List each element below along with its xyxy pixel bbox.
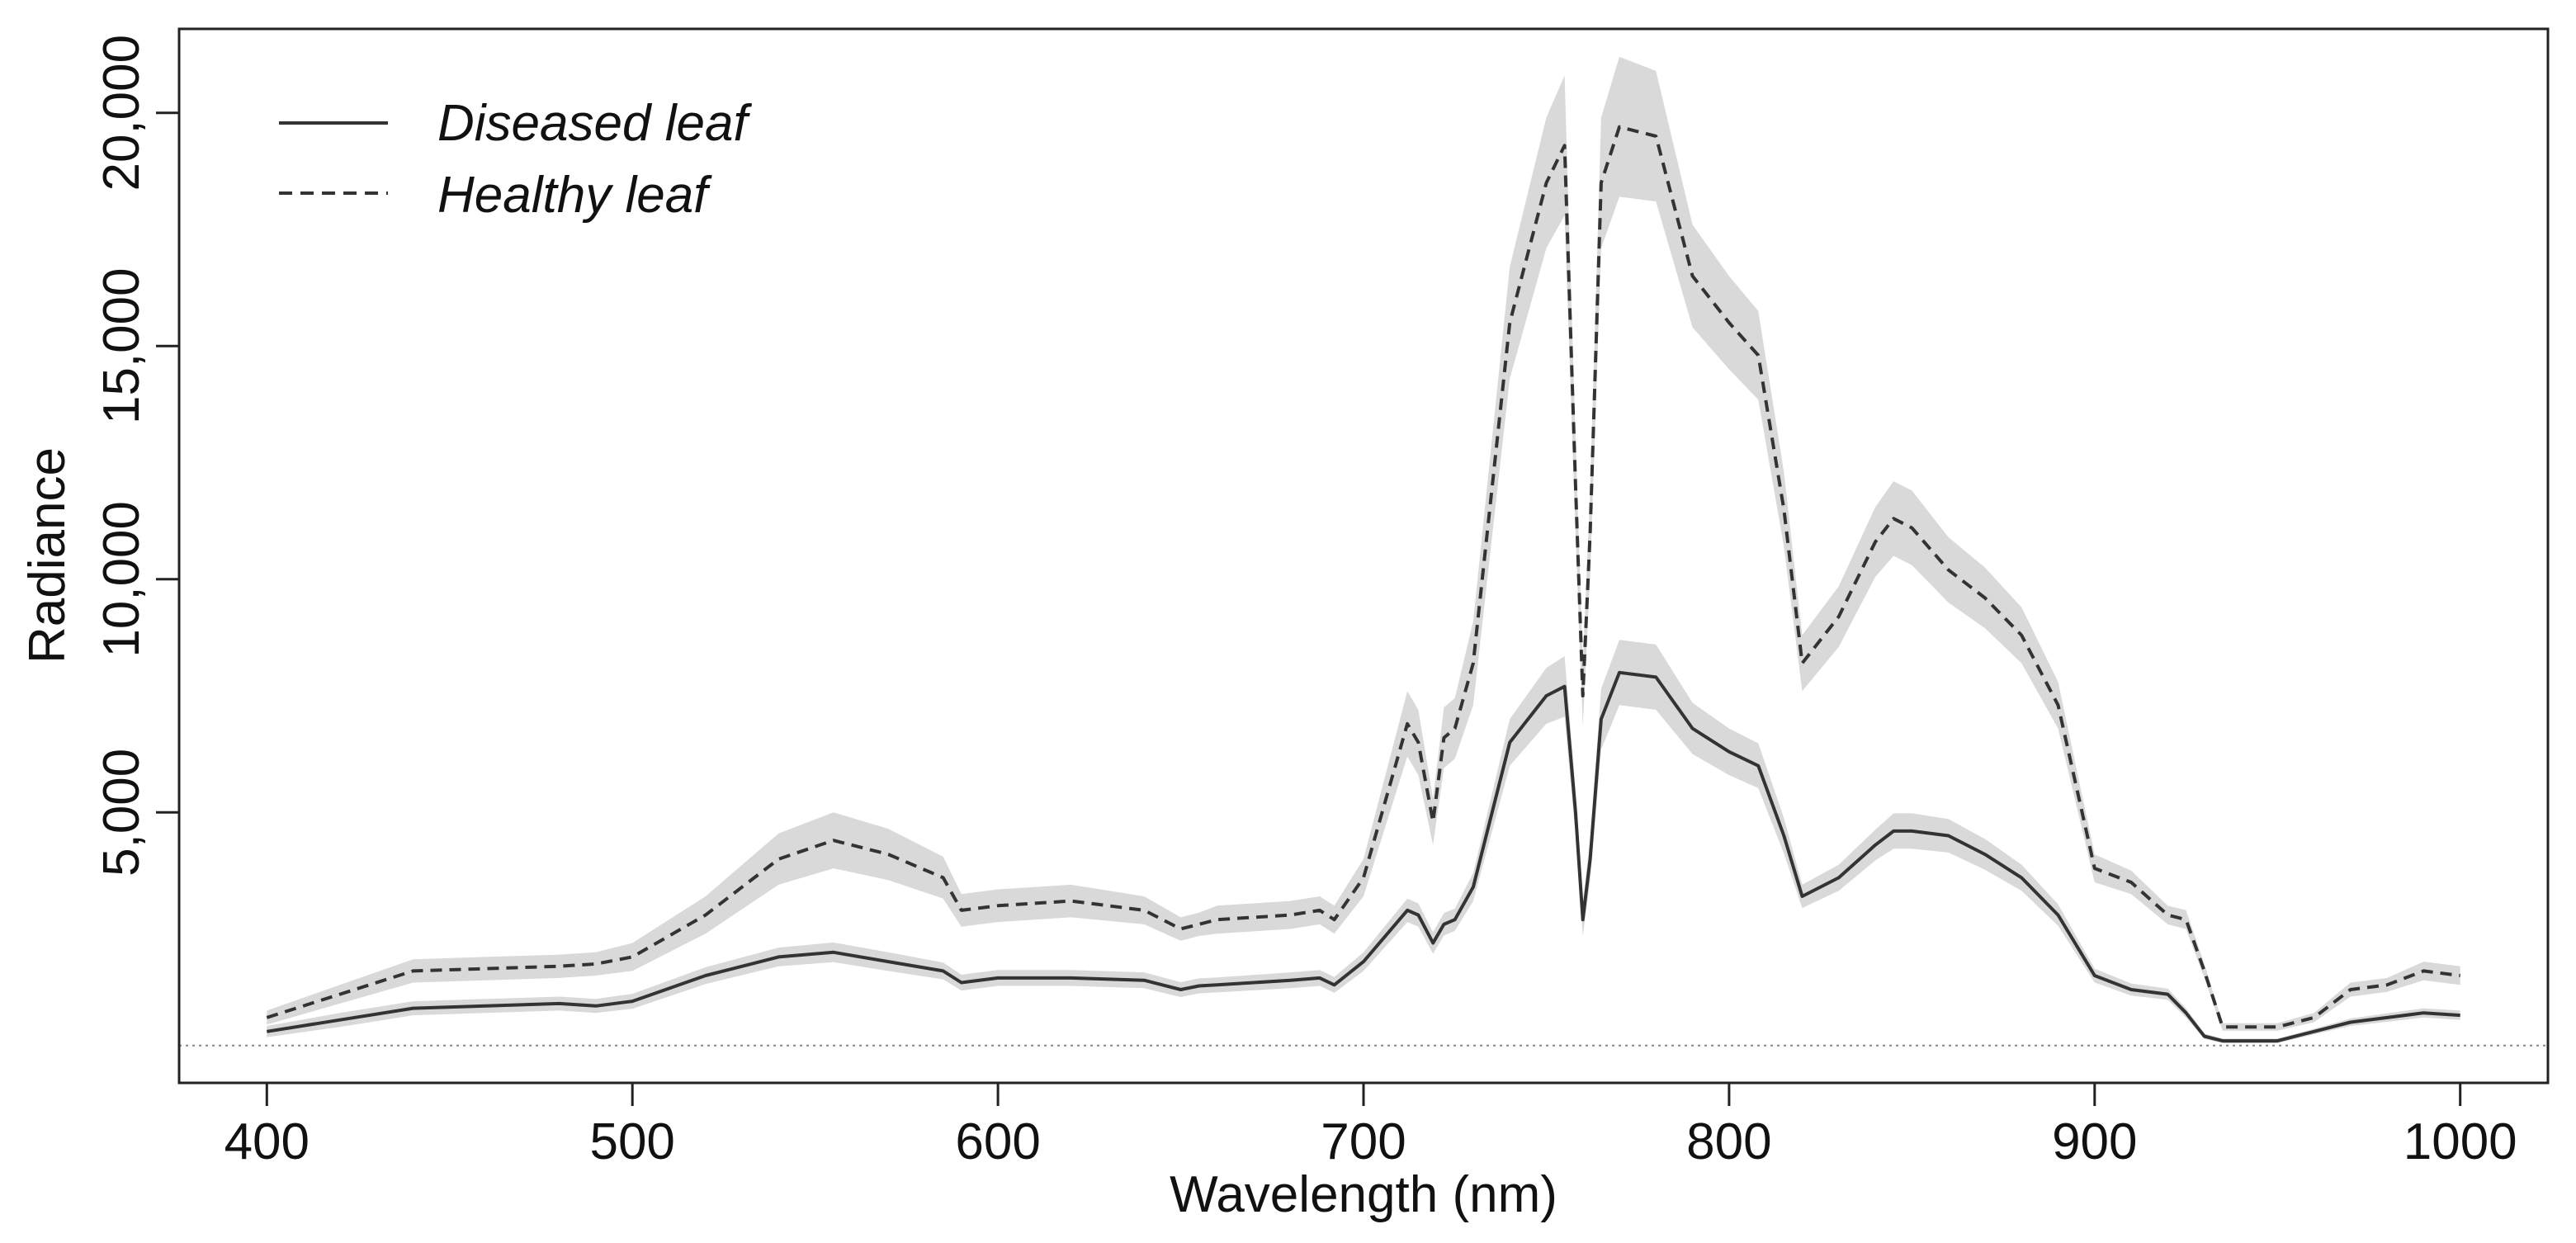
legend: Diseased leaf Healthy leaf bbox=[279, 95, 752, 224]
band-diseased-leaf bbox=[267, 640, 2460, 1043]
x-tick-label-600: 600 bbox=[955, 1113, 1040, 1170]
legend-label-healthy: Healthy leaf bbox=[437, 167, 712, 224]
x-axis: 400 500 600 700 800 900 1000 bbox=[225, 1081, 2517, 1170]
series-lines bbox=[266, 125, 2460, 1043]
y-axis-label: Radiance bbox=[19, 447, 76, 664]
y-axis: 5,000 10,000 15,000 20,000 bbox=[93, 35, 179, 877]
x-tick-label-500: 500 bbox=[589, 1113, 674, 1170]
x-tick-label-400: 400 bbox=[225, 1113, 310, 1170]
y-tick-label-15000: 15,000 bbox=[93, 267, 150, 424]
y-tick-label-10000: 10,000 bbox=[93, 501, 150, 658]
y-tick-label-20000: 20,000 bbox=[93, 35, 150, 191]
x-tick-label-1000: 1000 bbox=[2403, 1113, 2517, 1170]
x-tick-label-700: 700 bbox=[1321, 1113, 1406, 1170]
series-line-diseased-leaf bbox=[266, 670, 2460, 1043]
x-tick-label-800: 800 bbox=[1686, 1113, 1771, 1170]
x-axis-label: Wavelength (nm) bbox=[1170, 1166, 1557, 1223]
x-tick-label-900: 900 bbox=[2052, 1113, 2137, 1170]
y-tick-label-5000: 5,000 bbox=[93, 749, 150, 877]
series-line-healthy-leaf bbox=[266, 125, 2460, 1029]
legend-label-diseased: Diseased leaf bbox=[437, 95, 752, 152]
